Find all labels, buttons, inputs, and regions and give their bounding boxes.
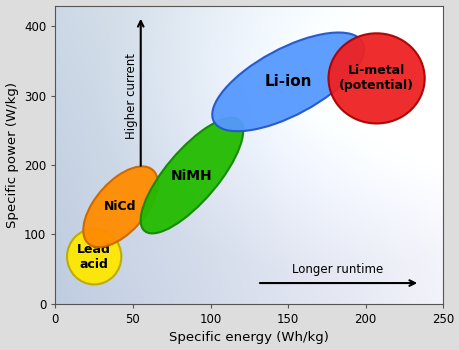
X-axis label: Specific energy (Wh/kg): Specific energy (Wh/kg) bbox=[169, 331, 329, 344]
Text: NiMH: NiMH bbox=[171, 168, 213, 182]
Ellipse shape bbox=[212, 33, 363, 131]
Ellipse shape bbox=[67, 229, 121, 285]
Text: Li-metal
(potential): Li-metal (potential) bbox=[338, 64, 413, 92]
Text: Longer runtime: Longer runtime bbox=[291, 263, 383, 276]
Text: NiCd: NiCd bbox=[104, 200, 136, 213]
Text: Lead
acid: Lead acid bbox=[77, 243, 111, 271]
Ellipse shape bbox=[140, 118, 243, 233]
Text: Li-ion: Li-ion bbox=[264, 74, 311, 89]
Text: Higher current: Higher current bbox=[125, 53, 138, 139]
Ellipse shape bbox=[328, 33, 424, 124]
Ellipse shape bbox=[83, 166, 157, 247]
Y-axis label: Specific power (W/kg): Specific power (W/kg) bbox=[6, 82, 18, 228]
